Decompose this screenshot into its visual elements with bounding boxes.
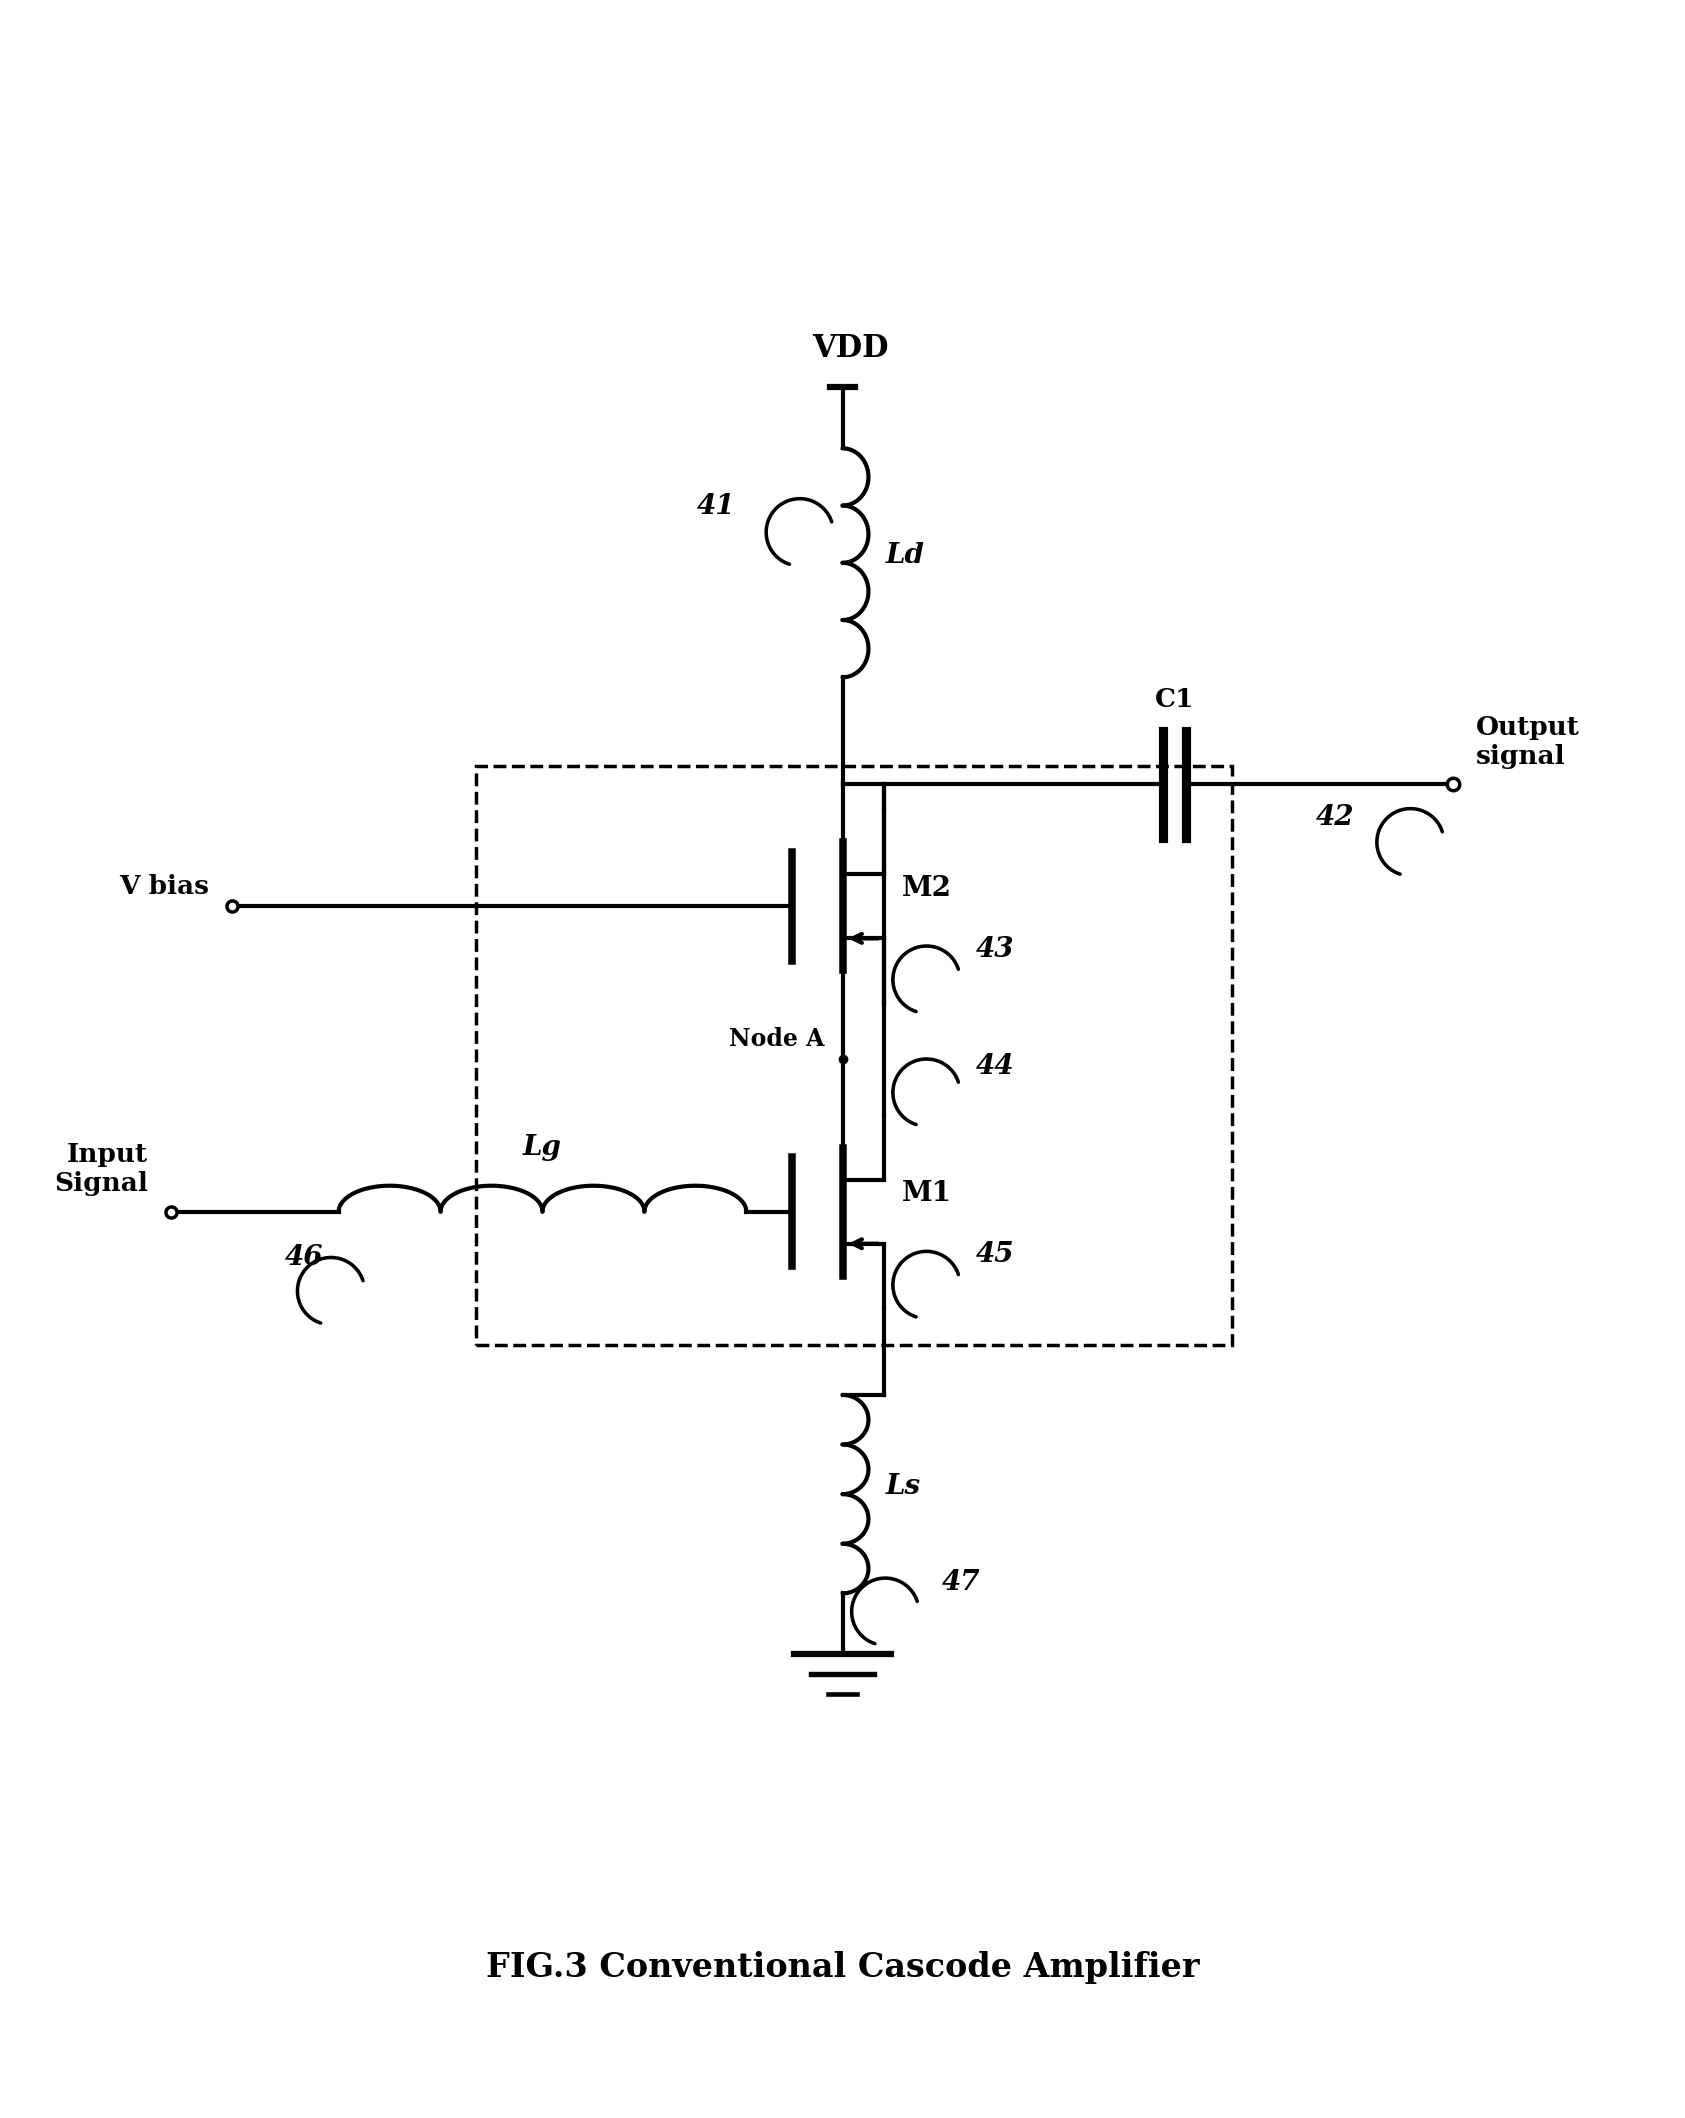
Text: 44: 44 [976, 1053, 1014, 1080]
Bar [477, 767, 1232, 1345]
Text: Ls: Ls [885, 1472, 920, 1500]
Text: V bias: V bias [120, 875, 209, 898]
Text: VDD: VDD [812, 333, 888, 364]
Text: Output
signal: Output signal [1476, 716, 1581, 769]
Text: 45: 45 [976, 1241, 1014, 1269]
Text: 46: 46 [285, 1243, 324, 1271]
Text: Node A: Node A [728, 1027, 824, 1051]
Text: 42: 42 [1316, 805, 1355, 830]
Text: C1: C1 [1154, 688, 1195, 712]
Text: Input
Signal: Input Signal [54, 1142, 148, 1197]
Text: Ld: Ld [885, 542, 923, 568]
Text: 41: 41 [698, 493, 736, 519]
Text: 47: 47 [942, 1569, 981, 1597]
Text: Lg: Lg [522, 1135, 561, 1161]
Text: M1: M1 [901, 1180, 952, 1207]
Text: M2: M2 [901, 875, 952, 902]
Text: 43: 43 [976, 936, 1014, 962]
Text: FIG.3 Conventional Cascode Amplifier: FIG.3 Conventional Cascode Amplifier [485, 1951, 1200, 1985]
